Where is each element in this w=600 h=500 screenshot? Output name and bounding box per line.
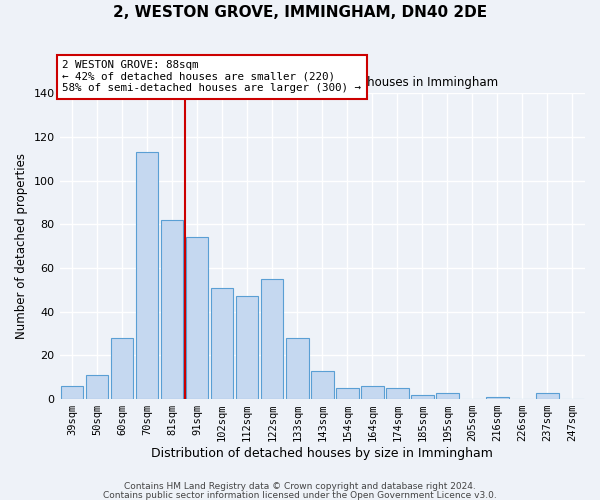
Text: Contains HM Land Registry data © Crown copyright and database right 2024.: Contains HM Land Registry data © Crown c… — [124, 482, 476, 491]
Bar — [336, 388, 359, 399]
Bar — [311, 370, 334, 399]
Bar — [136, 152, 158, 399]
Bar — [61, 386, 83, 399]
Bar — [161, 220, 184, 399]
Bar — [261, 279, 283, 399]
Bar — [361, 386, 383, 399]
Bar — [436, 392, 458, 399]
Bar — [486, 397, 509, 399]
Bar — [286, 338, 308, 399]
Title: Size of property relative to detached houses in Immingham: Size of property relative to detached ho… — [146, 76, 499, 90]
X-axis label: Distribution of detached houses by size in Immingham: Distribution of detached houses by size … — [151, 447, 493, 460]
Text: Contains public sector information licensed under the Open Government Licence v3: Contains public sector information licen… — [103, 490, 497, 500]
Bar — [536, 392, 559, 399]
Bar — [186, 238, 208, 399]
Bar — [211, 288, 233, 399]
Bar — [411, 394, 434, 399]
Bar — [236, 296, 259, 399]
Y-axis label: Number of detached properties: Number of detached properties — [15, 153, 28, 339]
Bar — [86, 375, 109, 399]
Text: 2, WESTON GROVE, IMMINGHAM, DN40 2DE: 2, WESTON GROVE, IMMINGHAM, DN40 2DE — [113, 5, 487, 20]
Bar — [386, 388, 409, 399]
Bar — [111, 338, 133, 399]
Text: 2 WESTON GROVE: 88sqm
← 42% of detached houses are smaller (220)
58% of semi-det: 2 WESTON GROVE: 88sqm ← 42% of detached … — [62, 60, 361, 93]
